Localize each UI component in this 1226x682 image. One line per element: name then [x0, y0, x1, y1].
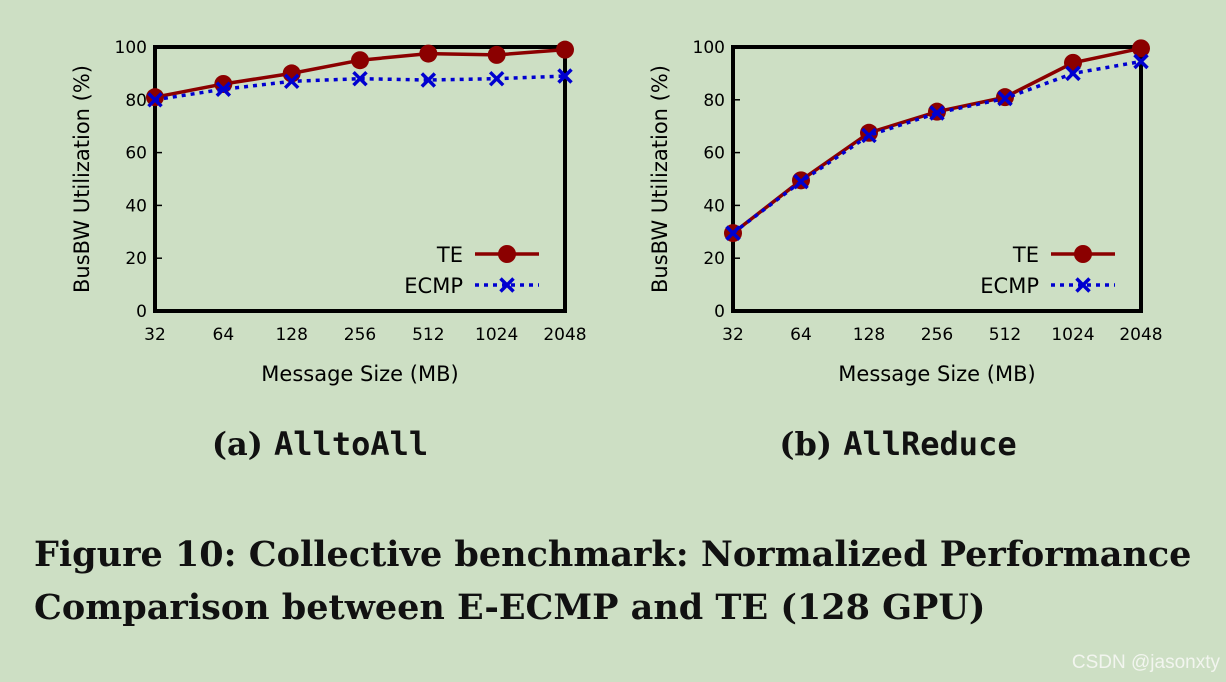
- y-tick-label: 100: [115, 38, 147, 58]
- subfigure-title: (a) AlltoAll: [212, 425, 428, 463]
- y-tick-label: 60: [125, 144, 147, 164]
- data-point-ecmp: [861, 127, 877, 144]
- subfigure-title: (b) AllReduce: [779, 425, 1016, 463]
- subfigure-name: AlltoAll: [274, 425, 428, 463]
- caption-line-1: Figure 10: Collective benchmark: Normali…: [34, 534, 1192, 575]
- y-tick-label: 20: [125, 249, 147, 269]
- y-tick-label: 40: [703, 196, 725, 216]
- x-tick-label: 128: [275, 325, 307, 345]
- watermark: CSDN @jasonxty: [1071, 652, 1220, 673]
- y-tick-label: 60: [703, 144, 725, 164]
- subfigure-letter: (a): [212, 425, 274, 463]
- x-tick-label: 2048: [543, 325, 586, 345]
- x-tick-label: 32: [722, 325, 744, 345]
- x-tick-label: 2048: [1119, 325, 1162, 345]
- legend-marker-ecmp: [1075, 277, 1091, 293]
- x-axis-label: Message Size (MB): [838, 362, 1035, 386]
- data-point-ecmp: [420, 72, 437, 88]
- y-tick-label: 80: [125, 91, 147, 111]
- y-axis-label: BusBW Utilization (%): [648, 65, 672, 293]
- figure-caption: Figure 10: Collective benchmark: Normali…: [34, 528, 1204, 634]
- data-point-ecmp: [1133, 53, 1149, 70]
- x-tick-label: 256: [921, 325, 953, 345]
- data-point-te: [1132, 39, 1150, 58]
- x-tick-label: 128: [853, 325, 885, 345]
- x-tick-label: 64: [213, 325, 235, 345]
- data-point-ecmp: [147, 92, 163, 108]
- x-tick-label: 512: [412, 325, 444, 345]
- y-tick-label: 100: [693, 38, 725, 58]
- data-point-ecmp: [1065, 65, 1081, 82]
- series-line-ecmp: [731, 59, 1142, 235]
- subfigure-letter: (b): [779, 425, 843, 463]
- legend-label-ecmp: ECMP: [404, 274, 463, 298]
- y-tick-label: 40: [125, 196, 147, 216]
- data-point-ecmp: [283, 73, 300, 90]
- legend-marker-te: [1074, 245, 1092, 263]
- chart-panel-0: 0 20 40 60 80 100 32 64 128 256 512 1024 2048 Message…: [70, 38, 587, 463]
- subfigure-name: AllReduce: [843, 425, 1016, 463]
- data-point-te: [146, 88, 164, 107]
- data-point-ecmp: [725, 225, 741, 241]
- y-tick-label: 20: [703, 249, 725, 269]
- x-tick-label: 64: [790, 325, 812, 345]
- data-point-te: [556, 40, 574, 59]
- x-tick-label: 1024: [1051, 325, 1094, 345]
- data-point-ecmp: [488, 70, 505, 87]
- x-tick-label: 512: [989, 325, 1021, 345]
- x-tick-label: 32: [144, 325, 166, 345]
- data-point-te: [419, 44, 438, 63]
- x-axis-label: Message Size (MB): [261, 362, 458, 386]
- x-tick-label: 256: [344, 325, 376, 345]
- y-axis-label: BusBW Utilization (%): [70, 65, 94, 293]
- series-line-te: [731, 46, 1142, 235]
- data-point-ecmp: [215, 81, 232, 97]
- legend-marker-ecmp: [499, 277, 515, 293]
- plot-frame: [153, 45, 567, 313]
- y-tick-label: 80: [703, 91, 725, 111]
- chart-panel-1: 0 20 40 60 80 100 32 64 128 256 512 1024 2048 Message…: [648, 38, 1163, 463]
- data-point-ecmp: [793, 173, 809, 190]
- legend-label-te: TE: [436, 243, 463, 267]
- legend-label-te: TE: [1012, 243, 1039, 267]
- legend-label-ecmp: ECMP: [980, 274, 1039, 298]
- data-point-te: [487, 45, 506, 64]
- data-point-ecmp: [997, 90, 1013, 107]
- data-point-te: [351, 51, 369, 70]
- data-point-ecmp: [557, 68, 573, 84]
- caption-line-2: Comparison between E-ECMP and TE (128 GP…: [34, 587, 986, 628]
- y-tick-label: 0: [714, 302, 725, 322]
- x-tick-label: 1024: [475, 325, 518, 345]
- data-point-ecmp: [929, 105, 945, 121]
- legend-marker-te: [498, 245, 516, 263]
- y-tick-label: 0: [136, 302, 147, 322]
- data-point-ecmp: [352, 70, 368, 87]
- plot-frame: [731, 45, 1143, 313]
